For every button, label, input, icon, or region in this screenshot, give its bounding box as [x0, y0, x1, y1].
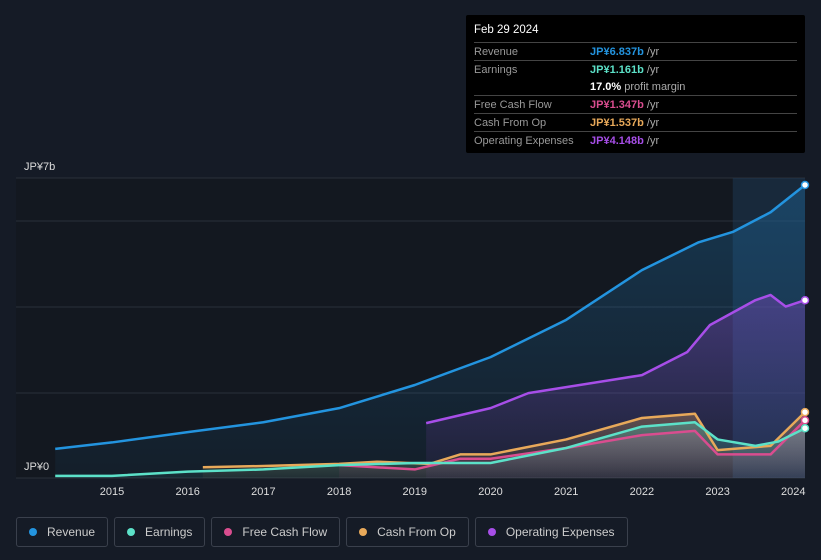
series-endpoint[interactable]: [800, 407, 810, 417]
x-tick-label: 2021: [554, 486, 578, 498]
tooltip-row: 17.0% profit margin: [474, 78, 797, 95]
tooltip-label: Earnings: [474, 63, 518, 76]
x-tick-label: 2023: [705, 486, 729, 498]
series-endpoint[interactable]: [800, 416, 810, 425]
series-line-cash-from-op: [202, 411, 806, 469]
tooltip-label: Free Cash Flow: [474, 98, 552, 111]
legend-dot-icon: [487, 528, 496, 536]
legend-label: Revenue: [47, 525, 96, 539]
legend-item-free-cash-flow[interactable]: Free Cash Flow: [211, 517, 341, 547]
series-endpoint[interactable]: [800, 295, 810, 305]
x-tick-label: 2019: [403, 486, 427, 498]
x-tick-label: 2018: [327, 486, 351, 498]
legend-item-cash-from-op[interactable]: Cash From Op: [346, 517, 469, 547]
tooltip-row: Revenue JP¥6.837b /yr: [474, 42, 797, 60]
tooltip-value: JP¥1.537b /yr: [590, 116, 660, 129]
series-line-operating-expenses: [425, 293, 806, 425]
legend-dot-icon: [224, 528, 233, 536]
tooltip-date: Feb 29 2024: [474, 24, 539, 36]
tooltip: Feb 29 2024 Revenue JP¥6.837b /yr Earnings…: [466, 15, 805, 153]
legend-label: Earnings: [145, 525, 193, 539]
tooltip-value: JP¥1.347b /yr: [590, 98, 660, 111]
tooltip-row: Operating Expenses JP¥4.148b /yr: [474, 131, 797, 149]
series-area-operating-expenses: [426, 294, 805, 478]
tooltip-label: Revenue: [474, 45, 519, 58]
y-tick-label: JP¥7b: [24, 161, 55, 173]
tooltip-row: Earnings JP¥1.161b /yr: [474, 60, 797, 78]
series-line-earnings: [55, 421, 806, 478]
x-tick-label: 2020: [478, 486, 502, 498]
series-line-revenue: [55, 183, 806, 451]
legend-item-operating-expenses[interactable]: Operating Expenses: [474, 517, 628, 547]
x-tick-label: 2017: [251, 486, 275, 498]
legend-item-revenue[interactable]: Revenue: [16, 517, 109, 547]
series-endpoint[interactable]: [800, 180, 810, 190]
tooltip-value: JP¥4.148b /yr: [590, 134, 660, 147]
tooltip-label: Cash From Op: [474, 116, 547, 129]
legend-label: Operating Expenses: [505, 525, 615, 539]
legend-label: Free Cash Flow: [242, 525, 328, 539]
y-tick-label: JP¥0: [24, 461, 49, 473]
tooltip-value: JP¥6.837b /yr: [590, 45, 660, 58]
legend-dot-icon: [359, 528, 368, 536]
legend-label: Cash From Op: [377, 525, 456, 539]
tooltip-row: Free Cash Flow JP¥1.347b /yr: [474, 95, 797, 113]
legend-dot-icon: [29, 528, 37, 536]
tooltip-value: JP¥1.161b /yr: [590, 63, 660, 76]
series-endpoint[interactable]: [800, 423, 810, 433]
series-area-earnings: [55, 422, 806, 478]
x-tick-label: 2015: [100, 486, 124, 498]
legend-dot-icon: [127, 528, 136, 536]
x-tick-label: 2022: [630, 486, 654, 498]
x-tick-label: 2024: [781, 486, 805, 498]
x-tick-label: 2016: [175, 486, 199, 498]
tooltip-row: Cash From Op JP¥1.537b /yr: [474, 113, 797, 131]
tooltip-value: 17.0% profit margin: [590, 80, 686, 93]
tooltip-label: Operating Expenses: [474, 134, 574, 147]
legend: Revenue Earnings Free Cash Flow Cash From O…: [16, 517, 628, 547]
legend-item-earnings[interactable]: Earnings: [114, 517, 206, 547]
